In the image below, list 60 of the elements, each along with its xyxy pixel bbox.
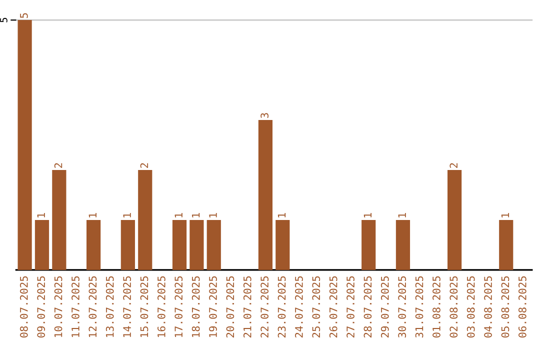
bar xyxy=(34,220,50,270)
x-tick-label: 01.08.2025 xyxy=(432,276,440,338)
x-tick-label: 05.08.2025 xyxy=(501,276,510,338)
data-label: 2 xyxy=(140,163,148,168)
bar xyxy=(120,220,135,270)
x-tick-label: 16.07.2025 xyxy=(157,276,166,337)
data-label: 1 xyxy=(192,213,200,218)
x-tick-label: 08.07.2025 xyxy=(20,276,28,338)
x-tick-label: 11.07.2025 xyxy=(72,276,80,337)
bar xyxy=(86,220,101,270)
data-label: 1 xyxy=(398,213,406,218)
data-label: 1 xyxy=(37,213,45,218)
data-label: 1 xyxy=(174,213,182,218)
data-label: 3 xyxy=(260,113,269,118)
x-tick-label: 13.07.2025 xyxy=(106,276,114,337)
bar xyxy=(447,170,462,270)
bar xyxy=(172,220,187,270)
x-tick-label: 03.08.2025 xyxy=(466,276,475,338)
bar xyxy=(138,170,152,270)
bar xyxy=(190,220,204,270)
x-tick-label: 26.07.2025 xyxy=(329,276,338,338)
x-tick-label: 06.08.2025 xyxy=(518,276,526,338)
x-tick-label: 09.07.2025 xyxy=(37,276,46,338)
x-tick-label: 10.07.2025 xyxy=(54,276,62,337)
x-tick-label: 17.07.2025 xyxy=(174,276,183,337)
x-tick-label: 04.08.2025 xyxy=(484,276,492,338)
x-tick-label: 30.07.2025 xyxy=(398,276,406,338)
x-tick-label: 19.07.2025 xyxy=(209,276,217,337)
x-tick-label: 27.07.2025 xyxy=(346,276,354,338)
x-tick-label: 22.07.2025 xyxy=(260,276,269,338)
x-tick-label: 24.07.2025 xyxy=(295,276,303,338)
data-label: 2 xyxy=(54,163,62,168)
data-label: 1 xyxy=(364,213,372,218)
data-label: 1 xyxy=(88,213,96,218)
x-tick-label: 25.07.2025 xyxy=(312,276,320,338)
bar xyxy=(206,220,221,270)
bar xyxy=(396,220,410,270)
bar xyxy=(362,220,376,270)
bar xyxy=(258,120,273,270)
x-tick-label: 28.07.2025 xyxy=(364,276,372,338)
x-tick-label: 20.07.2025 xyxy=(226,276,234,338)
x-tick-label: 15.07.2025 xyxy=(140,276,148,337)
data-label: 2 xyxy=(450,163,458,168)
x-tick-label: 31.07.2025 xyxy=(415,276,424,338)
x-tick-label: 21.07.2025 xyxy=(243,276,252,338)
bar xyxy=(18,20,32,270)
data-label: 1 xyxy=(123,213,131,218)
bar xyxy=(499,220,514,270)
bar xyxy=(276,220,290,270)
data-label: 1 xyxy=(501,213,510,218)
x-tick-label: 14.07.2025 xyxy=(123,276,131,337)
bar xyxy=(52,170,66,270)
x-tick-label: 02.08.2025 xyxy=(450,276,458,338)
data-label: 1 xyxy=(209,213,217,218)
x-tick-label: 23.07.2025 xyxy=(278,276,286,338)
x-tick-label: 29.07.2025 xyxy=(380,276,389,338)
data-label: 1 xyxy=(278,213,286,218)
x-tick-label: 18.07.2025 xyxy=(192,276,200,337)
x-tick-label: 12.07.2025 xyxy=(88,276,97,337)
data-label: 5 xyxy=(0,18,8,22)
